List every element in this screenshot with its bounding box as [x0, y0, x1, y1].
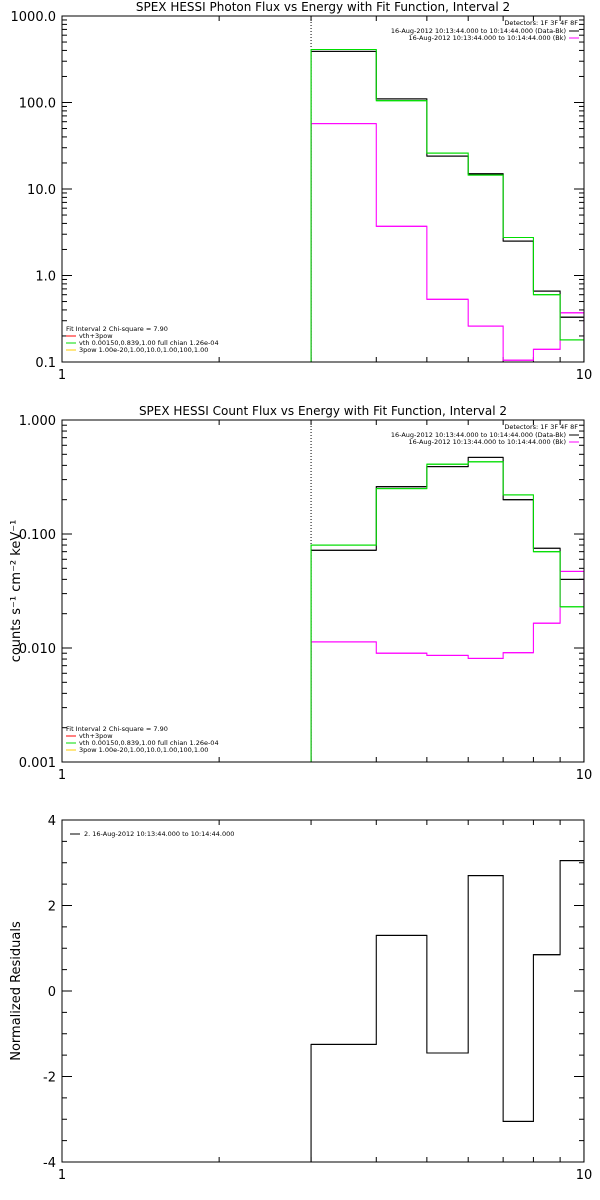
- chart-title: SPEX HESSI Photon Flux vs Energy with Fi…: [136, 0, 510, 14]
- x-tick-label: 10: [576, 1168, 593, 1183]
- y-tick-label: 10.0: [27, 183, 56, 198]
- axis-ticks: [61, 420, 585, 763]
- plot-frame: [61, 819, 585, 1163]
- x-tick-label: 10: [576, 368, 593, 383]
- series-line-1: [310, 456, 584, 762]
- axis-ticks: [61, 819, 585, 1163]
- legend-top: 2. 16-Aug-2012 10:13:44.000 to 10:14:44.…: [70, 830, 234, 838]
- legend-header: Detectors: 1F 3F 4F 8F: [504, 423, 578, 431]
- series-group: [310, 48, 584, 362]
- chart-panel-1: SPEX HESSI Photon Flux vs Energy with Fi…: [11, 0, 593, 383]
- chart-panel-3: Normalized Residuals 1 10 -4 -2 0 2 4 2. 16-Aug-…: [9, 814, 592, 1183]
- y-tick-label: 4: [48, 814, 56, 829]
- x-tick-label: 1: [58, 368, 66, 383]
- legend-label: 3pow 1.00e-20,1.00,10.0,1.00,100,1.00: [79, 346, 208, 354]
- x-tick-label: 10: [576, 768, 593, 783]
- y-tick-label: 0.001: [19, 756, 56, 771]
- legend-label: 16-Aug-2012 10:13:44.000 to 10:14:44.000…: [409, 34, 566, 42]
- chart-panel-2: SPEX HESSI Count Flux vs Energy with Fit…: [9, 404, 592, 783]
- y-tick-label: 0.010: [19, 642, 56, 657]
- series-line-2: [310, 570, 584, 762]
- y-tick-label: 1000.0: [11, 10, 57, 25]
- legend-label: 16-Aug-2012 10:13:44.000 to 10:14:44.000…: [391, 431, 566, 439]
- y-tick-label: 1.0: [35, 270, 56, 285]
- legend-label: vth 0.00150,0.839,1.00 full chian 1.26e-…: [79, 339, 219, 347]
- legend-label: 3pow 1.00e-20,1.00,10.0,1.00,100,1.00: [79, 746, 208, 754]
- legend-label: 16-Aug-2012 10:13:44.000 to 10:14:44.000…: [409, 438, 566, 446]
- series-group: [310, 456, 584, 762]
- legend-bottom: Fit Interval 2 Chi-square = 7.90vth+3pow…: [66, 325, 219, 354]
- legend-label: 16-Aug-2012 10:13:44.000 to 10:14:44.000…: [391, 27, 566, 35]
- series-group: [310, 860, 584, 1162]
- legend-bottom: Fit Interval 2 Chi-square = 7.90vth+3pow…: [66, 725, 219, 754]
- y-axis-label: counts s⁻¹ cm⁻² keV⁻¹: [9, 520, 24, 663]
- series-line-3: [310, 461, 584, 762]
- y-tick-label: 2: [48, 900, 56, 915]
- x-tick-label: 1: [58, 768, 66, 783]
- y-tick-label: 0.1: [35, 356, 56, 371]
- series-line-1: [310, 860, 584, 1162]
- legend-label: 2. 16-Aug-2012 10:13:44.000 to 10:14:44.…: [84, 830, 234, 838]
- legend-header: Detectors: 1F 3F 4F 8F: [504, 19, 578, 27]
- legend-label: vth+3pow: [79, 732, 113, 740]
- plot-frame: [61, 15, 585, 363]
- y-tick-label: 0: [48, 985, 56, 1000]
- x-tick-label: 1: [58, 1168, 66, 1183]
- series-line-3: [310, 48, 584, 362]
- legend-label: vth 0.00150,0.839,1.00 full chian 1.26e-…: [79, 739, 219, 747]
- y-tick-label: -4: [43, 1156, 56, 1171]
- y-axis-label: Normalized Residuals: [9, 921, 24, 1061]
- y-tick-label: 100.0: [19, 97, 56, 112]
- legend-header: Fit Interval 2 Chi-square = 7.90: [66, 725, 168, 733]
- y-tick-label: 0.100: [19, 528, 56, 543]
- y-tick-label: 1.000: [19, 414, 56, 429]
- axis-ticks: [61, 16, 585, 363]
- y-tick-label: -2: [43, 1071, 56, 1086]
- series-line-1: [310, 50, 584, 362]
- chart-title: SPEX HESSI Count Flux vs Energy with Fit…: [139, 404, 507, 418]
- legend-label: vth+3pow: [79, 332, 113, 340]
- legend-header: Fit Interval 2 Chi-square = 7.90: [66, 325, 168, 333]
- plot-frame: [61, 419, 585, 763]
- series-line-2: [310, 123, 584, 362]
